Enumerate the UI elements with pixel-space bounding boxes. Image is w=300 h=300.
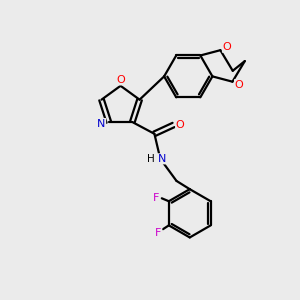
Text: F: F: [153, 193, 160, 203]
Text: O: O: [223, 42, 231, 52]
Text: N: N: [97, 118, 106, 128]
Text: O: O: [176, 120, 184, 130]
Text: O: O: [116, 75, 125, 85]
Text: O: O: [235, 80, 243, 90]
Text: H: H: [147, 154, 155, 164]
Text: N: N: [158, 154, 166, 164]
Text: F: F: [155, 228, 162, 238]
